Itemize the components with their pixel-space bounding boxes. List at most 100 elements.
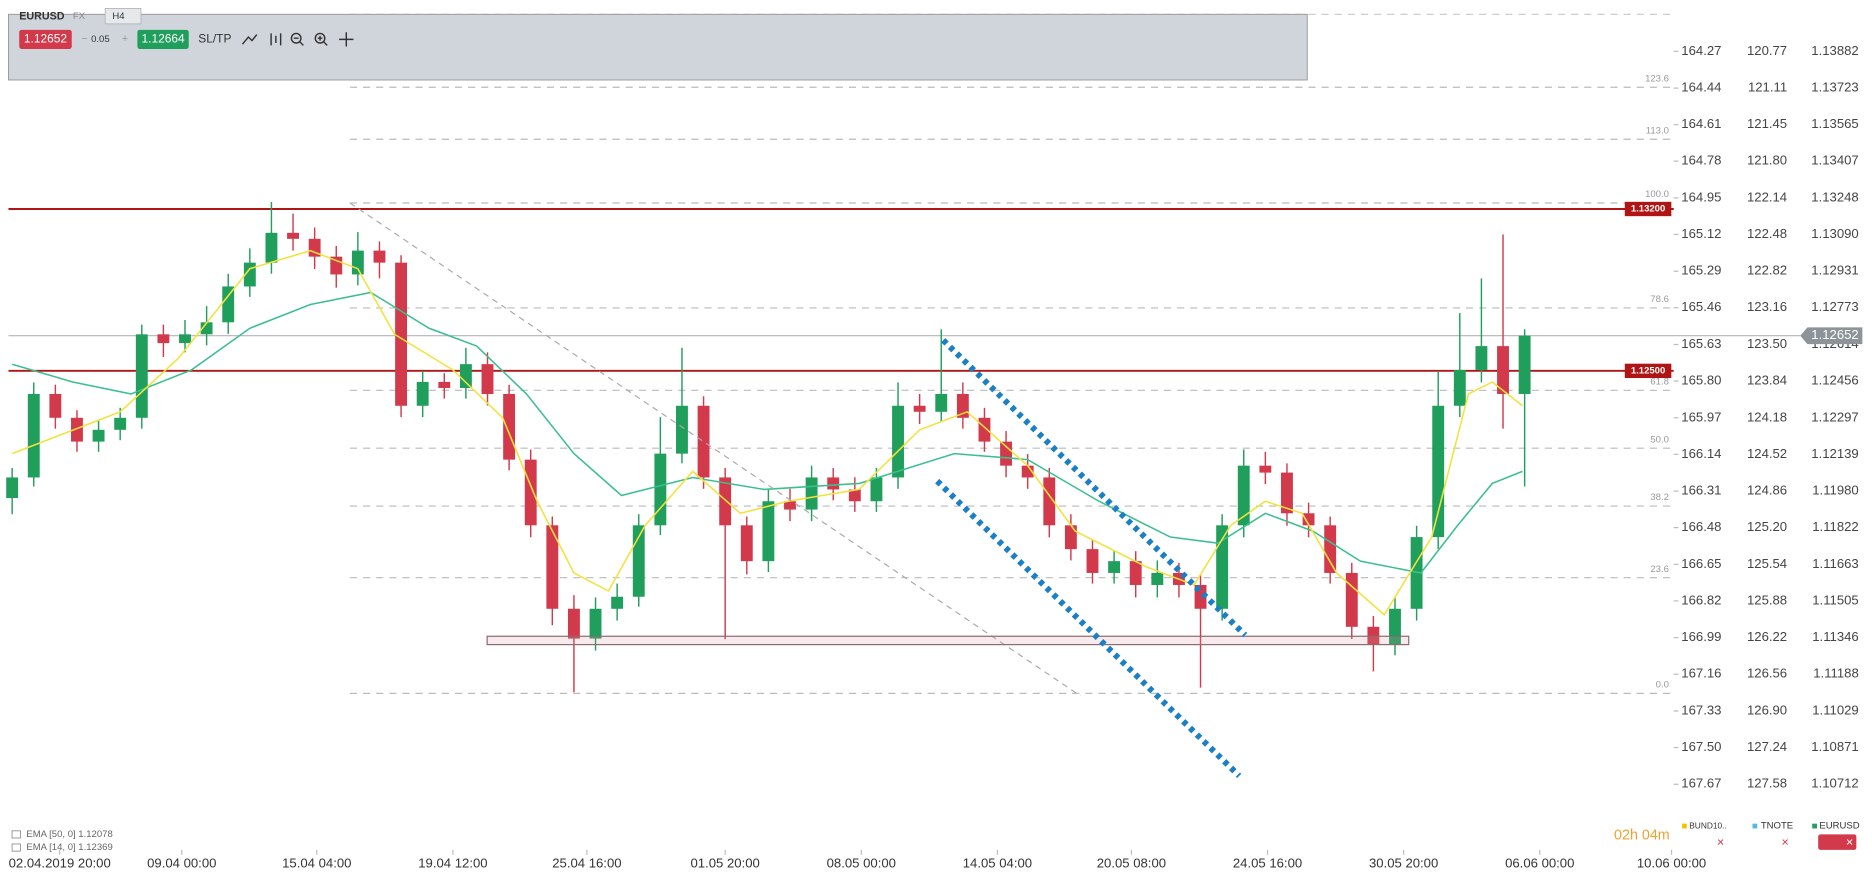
minus[interactable]: −: [81, 33, 87, 45]
fib-level-label: 78.6: [1650, 294, 1669, 305]
x-tick-label: 14.05 04:00: [963, 856, 1032, 871]
candle-body: [265, 232, 278, 263]
candle-body: [524, 459, 537, 526]
close-icon[interactable]: ✕: [1846, 837, 1854, 848]
secondary-axis-label: 166.48: [1681, 519, 1721, 534]
tab[interactable]: EURUSD: [1819, 821, 1859, 832]
secondary-axis-label: 122.48: [1747, 226, 1787, 241]
x-tick-label: 08.05 00:00: [827, 856, 896, 871]
symbol[interactable]: EURUSD: [19, 11, 65, 23]
indicator-icon[interactable]: [241, 34, 258, 45]
timeframe-select[interactable]: [104, 7, 142, 25]
close-icon[interactable]: ✕: [1717, 837, 1725, 848]
close-icon[interactable]: ✕: [1781, 837, 1789, 848]
tab[interactable]: BUND10..: [1689, 820, 1727, 830]
candle-body: [481, 364, 494, 394]
candle-body: [935, 393, 948, 412]
candle-body: [1086, 549, 1099, 573]
timeframe[interactable]: H4: [112, 11, 125, 22]
support-zone[interactable]: [486, 635, 1410, 646]
secondary-axis-label: 165.46: [1681, 299, 1721, 314]
market[interactable]: FX: [73, 11, 86, 22]
candle-body: [567, 608, 580, 639]
y-tick-label: 1.11822: [1812, 519, 1858, 534]
fib-trend-line: [349, 202, 1081, 697]
active-tab-button[interactable]: [1818, 834, 1857, 850]
candle-body: [27, 393, 40, 478]
candle-body: [1043, 477, 1056, 526]
secondary-axis-label: 127.58: [1747, 776, 1787, 791]
secondary-axis-label: 165.63: [1681, 336, 1721, 351]
channel-line[interactable]: [935, 478, 1242, 779]
candle-body: [1345, 572, 1358, 627]
legend-icon: [11, 843, 21, 852]
tab[interactable]: TNOTE: [1761, 821, 1793, 832]
zoom-in-icon[interactable]: [314, 32, 326, 44]
sltp-button[interactable]: SL/TP: [198, 32, 231, 46]
y-tick-label: 1.11505: [1812, 592, 1858, 607]
ask-price[interactable]: 1.12664: [142, 32, 185, 46]
tab-swatch: [1812, 823, 1817, 829]
candle-body: [1518, 335, 1531, 394]
zoom-out-icon[interactable]: [290, 32, 302, 44]
candle-body: [848, 489, 861, 502]
secondary-axis-label: 125.88: [1747, 592, 1787, 607]
candle-body: [395, 262, 408, 406]
secondary-axis-label: 164.78: [1681, 153, 1721, 168]
last-price-value: 1.12652: [1811, 327, 1858, 342]
secondary-axis-label: 122.14: [1747, 189, 1787, 204]
secondary-axis-label: 166.82: [1681, 592, 1721, 607]
candle-body: [1064, 525, 1077, 550]
candle-body: [1000, 441, 1013, 466]
candle-body: [632, 525, 645, 597]
countdown: 02h 04m: [1614, 827, 1670, 843]
candle-body: [1021, 465, 1034, 478]
secondary-axis-label: 167.33: [1681, 702, 1721, 717]
move-icon[interactable]: [339, 32, 354, 47]
secondary-axis-label: 121.45: [1747, 116, 1787, 131]
candle-body: [308, 238, 321, 257]
bid-price[interactable]: 1.12652: [24, 32, 67, 46]
y-tick-label: 1.12931: [1811, 263, 1858, 278]
channel-line[interactable]: [941, 338, 1248, 638]
y-tick-label: 1.13090: [1811, 226, 1858, 241]
fib-level-label: 38.2: [1650, 492, 1669, 503]
secondary-axis-label: 166.31: [1681, 483, 1721, 498]
y-tick-label: 1.12139: [1811, 446, 1858, 461]
y-tick-label: 1.10871: [1811, 739, 1858, 754]
y-tick-label: 1.11663: [1812, 556, 1858, 571]
fib-level-label: 100.0: [1645, 189, 1669, 200]
candle-body: [1281, 472, 1293, 514]
fib-level-label: 61.8: [1650, 376, 1669, 387]
secondary-axis-label: 164.95: [1681, 189, 1721, 204]
plot-area: 0.0 23.6 38.2 50.0 61.8 78.6 100.0 113.0 123.6 1.…: [6, 43, 1863, 871]
tab-swatch: [1752, 823, 1758, 829]
x-tick-label: 06.06 00:00: [1505, 856, 1574, 871]
fib-level-label: 0.0: [1656, 680, 1669, 691]
candle-body: [1216, 525, 1229, 609]
candle-body: [611, 596, 624, 609]
secondary-axis-label: 123.50: [1747, 336, 1787, 351]
legend-icon: [11, 830, 21, 839]
sell-button[interactable]: [19, 29, 72, 49]
secondary-axis-label: 126.90: [1747, 702, 1787, 717]
fib-level-label: 123.6: [1645, 73, 1669, 84]
secondary-axis-label: 167.50: [1681, 739, 1721, 754]
legend-entry[interactable]: EMA [14, 0] 1.12369: [26, 842, 112, 853]
chart-type-icon[interactable]: [270, 33, 282, 46]
y-tick-label: 1.13407: [1811, 153, 1858, 168]
fib-level-label: 23.6: [1650, 564, 1669, 575]
secondary-axis-label: 125.20: [1747, 519, 1787, 534]
candle-body: [438, 381, 451, 388]
candle-body: [1497, 346, 1509, 394]
secondary-axis-label: 121.80: [1747, 153, 1787, 168]
buy-button[interactable]: [137, 29, 189, 49]
price-level-value: 1.12500: [1631, 365, 1665, 376]
legend-entry[interactable]: EMA [50, 0] 1.12078: [26, 829, 112, 840]
secondary-axis-label: 125.54: [1747, 556, 1787, 571]
plus[interactable]: +: [122, 33, 128, 45]
candle-body: [956, 393, 969, 418]
candle-body: [135, 334, 148, 418]
y-tick-label: 1.12297: [1811, 409, 1858, 424]
